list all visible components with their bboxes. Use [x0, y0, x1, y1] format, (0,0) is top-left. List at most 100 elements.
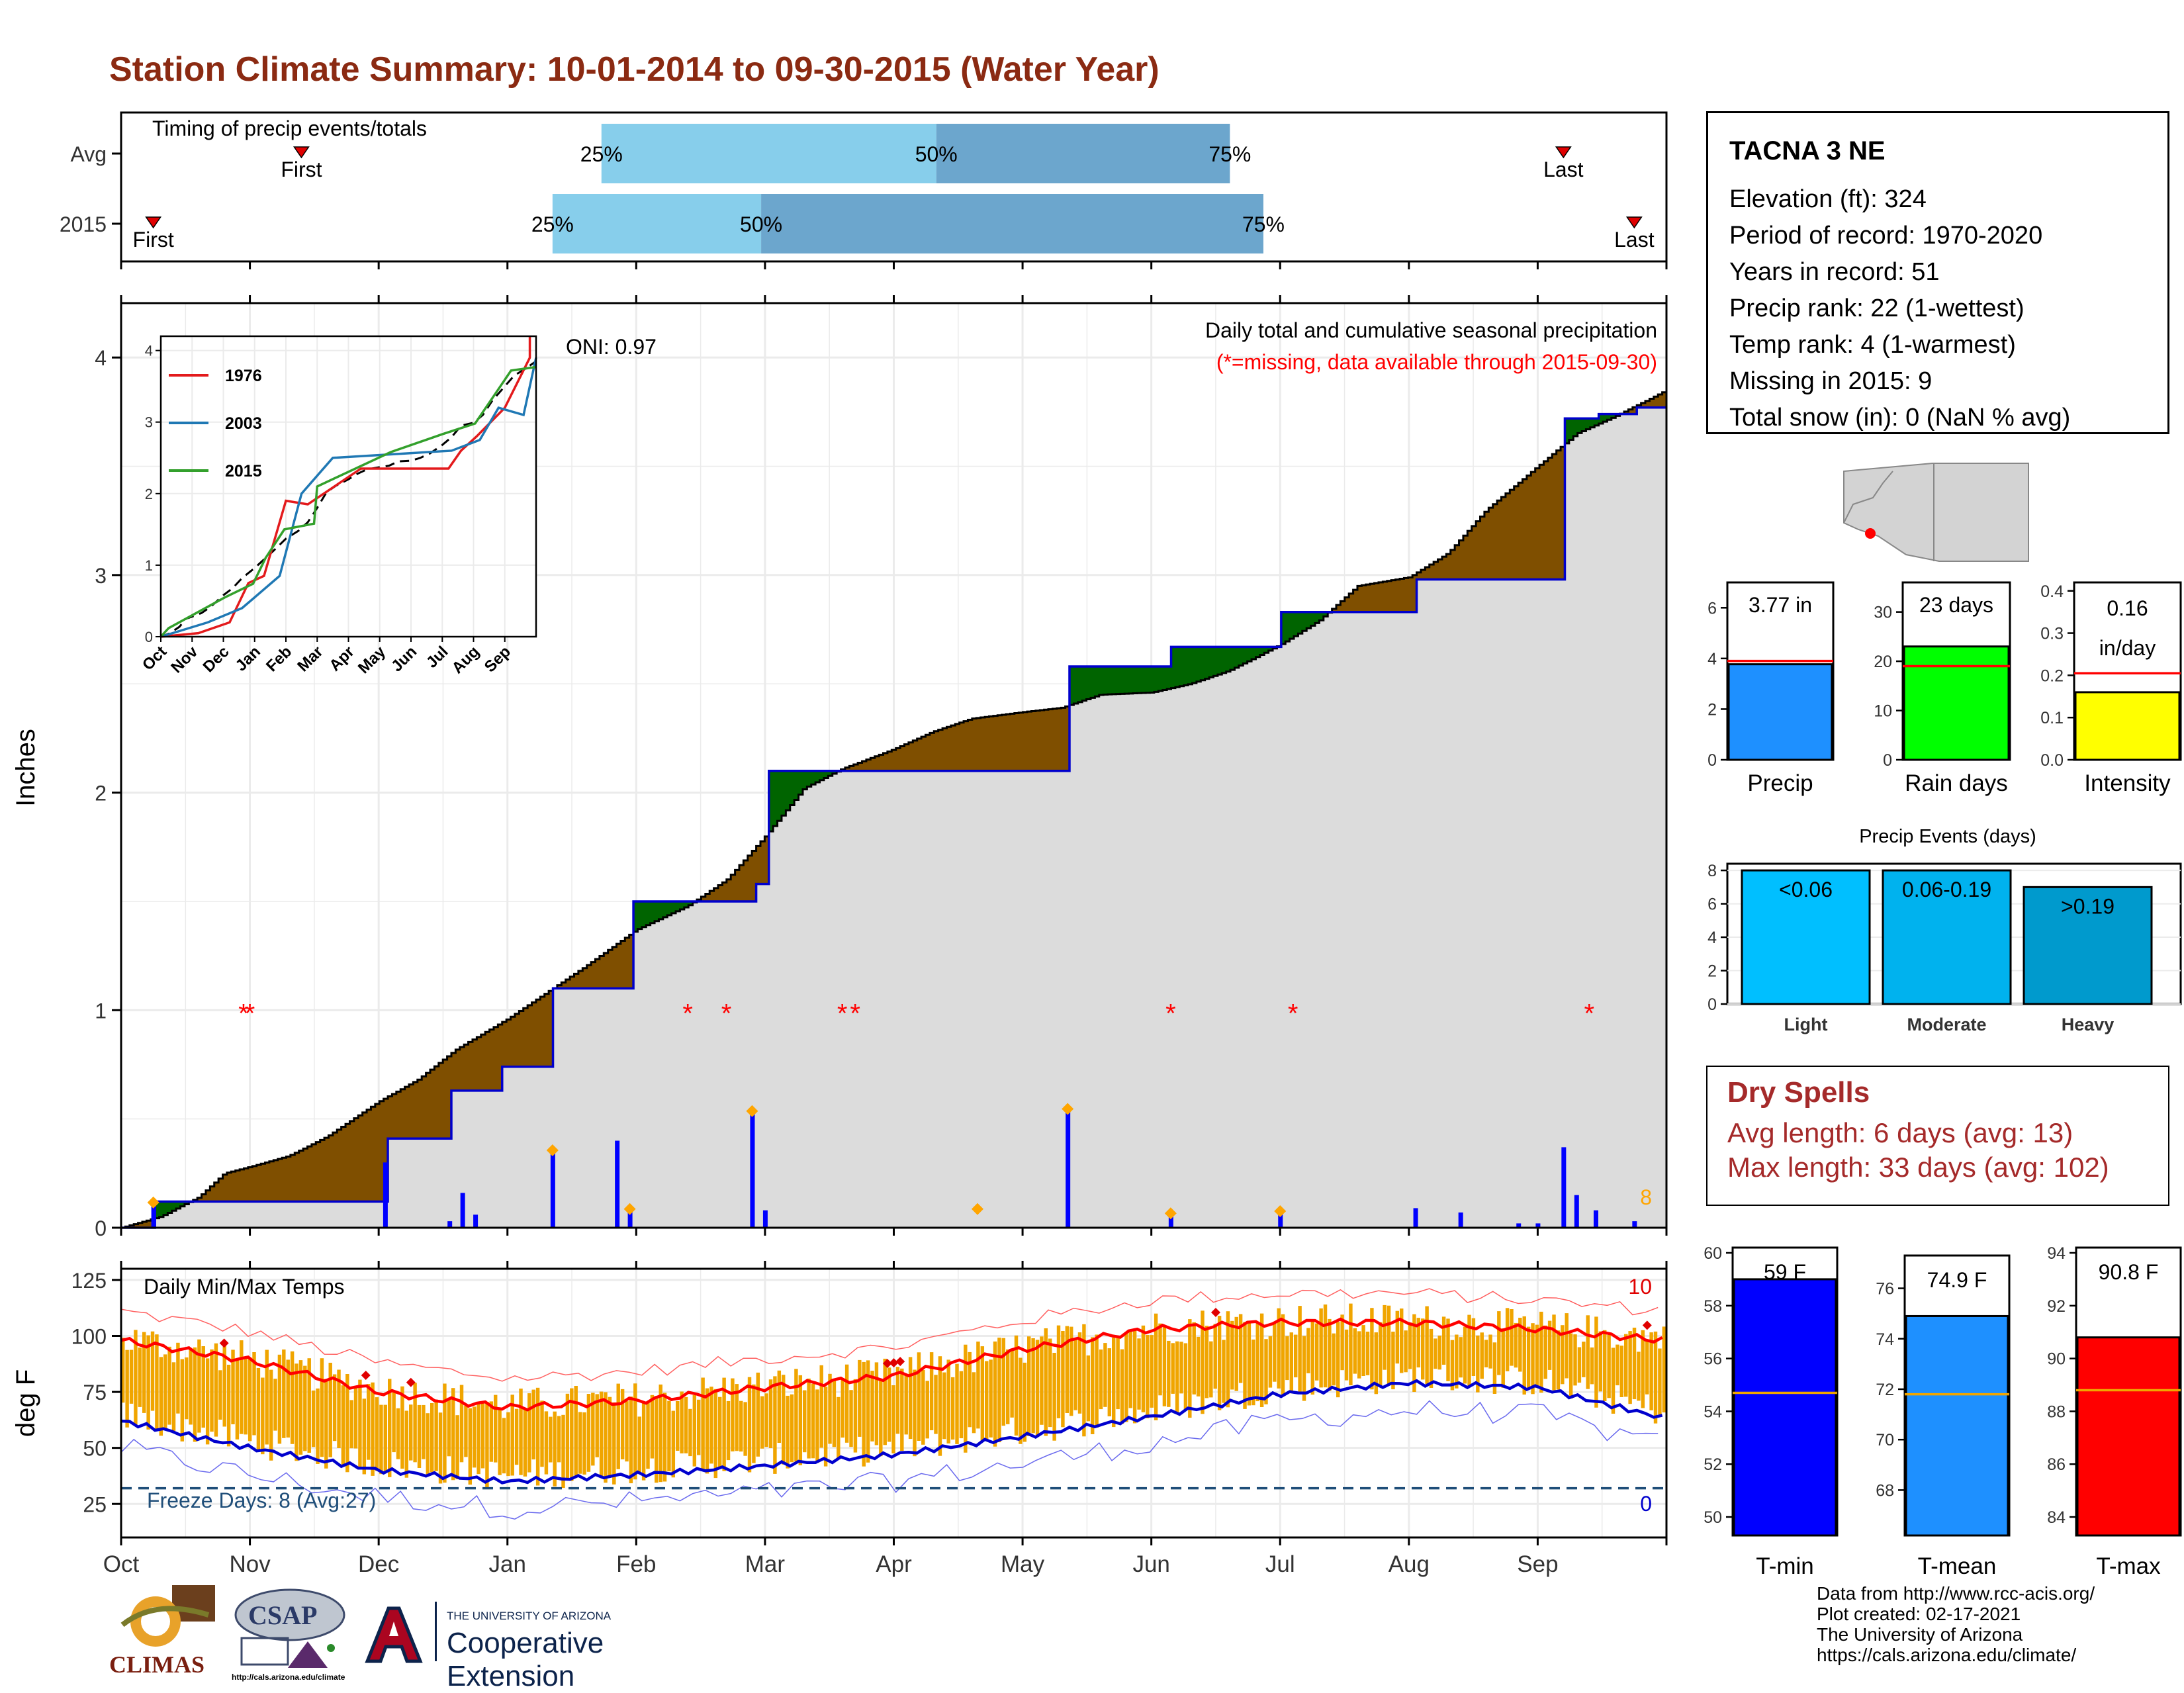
daily-temp-bar	[946, 1359, 950, 1443]
daily-temp-bar	[121, 1338, 125, 1403]
daily-temp-bar	[434, 1399, 438, 1471]
timing-p50-label: 50%	[915, 142, 958, 166]
daily-temp-bar	[764, 1393, 768, 1447]
daily-temp-bar	[400, 1386, 404, 1469]
daily-temp-bar	[1302, 1336, 1306, 1401]
daily-temp-bar	[1336, 1322, 1340, 1398]
daily-temp-bar	[782, 1375, 786, 1465]
daily-temp-bar	[1289, 1332, 1294, 1394]
timing-p75-label: 75%	[1242, 212, 1285, 236]
timing-marker-label: First	[281, 158, 322, 181]
daily-temp-bar	[1569, 1333, 1573, 1399]
month-tick-label: Oct	[103, 1551, 140, 1577]
precip-events-chart: Precip Events (days) <0.06 Light 0.06-0.19 M…	[1707, 826, 2182, 1034]
daily-temp-bar	[976, 1342, 980, 1429]
daily-temp-bar	[1455, 1334, 1459, 1389]
temp-bar-ytick-label: 74	[1876, 1330, 1894, 1349]
summary-bar	[1903, 645, 2010, 761]
daily-temp-bar	[777, 1370, 782, 1443]
daily-temp-bar	[345, 1374, 349, 1473]
daily-temp-bar	[1230, 1320, 1234, 1390]
daily-temp-bar	[798, 1375, 803, 1465]
daily-temp-bar	[1171, 1343, 1175, 1394]
daily-temp-bar	[1645, 1340, 1649, 1395]
daily-temp-bar	[1277, 1308, 1281, 1389]
daily-temp-bar	[1158, 1323, 1162, 1396]
daily-temp-bar	[1217, 1316, 1222, 1410]
daily-temp-bar	[595, 1394, 599, 1457]
daily-precip-bar	[1278, 1212, 1283, 1228]
daily-temp-bar	[1603, 1330, 1607, 1401]
temp-bar-ytick-label: 52	[1704, 1455, 1722, 1474]
csap-logo-text: CSAP	[248, 1600, 318, 1630]
daily-temp-bar	[1205, 1326, 1209, 1398]
daily-temp-bar	[709, 1387, 713, 1464]
timing-p25-label: 25%	[580, 142, 623, 166]
daily-temp-bar	[1522, 1316, 1526, 1395]
daily-temp-bar	[273, 1379, 277, 1431]
daily-temp-bar	[1031, 1338, 1035, 1434]
daily-temp-bar	[286, 1359, 290, 1438]
daily-precip-bar	[1593, 1210, 1598, 1228]
daily-temp-bar	[1641, 1330, 1645, 1408]
precip-panel: ** * * * * * * *Daily total and cumulative seas…	[11, 295, 1668, 1240]
daily-temp-bar	[819, 1365, 823, 1448]
daily-temp-bar	[667, 1400, 671, 1472]
daily-temp-bar	[1514, 1322, 1518, 1368]
daily-temp-bar	[625, 1401, 629, 1462]
summary-bar-label: Intensity	[2084, 770, 2171, 796]
credit-line: Plot created: 02-17-2021	[1817, 1604, 2021, 1624]
daily-temp-bar	[684, 1396, 688, 1453]
temp-bar-ytick-label: 68	[1876, 1481, 1894, 1500]
daily-temp-bar	[244, 1358, 248, 1435]
summary-bar-ytick-label: 0.1	[2040, 709, 2064, 727]
daily-temp-bar	[1285, 1336, 1289, 1381]
daily-temp-bar	[1226, 1311, 1230, 1408]
precip-ytick-label: 1	[95, 999, 107, 1023]
daily-temp-bar	[155, 1334, 159, 1431]
daily-temp-bar	[950, 1377, 955, 1440]
daily-temp-bar	[231, 1350, 235, 1424]
daily-precip-bar	[762, 1210, 768, 1228]
daily-temp-bar	[298, 1360, 303, 1455]
daily-temp-bar	[955, 1363, 959, 1444]
average-cumulative-line	[121, 390, 1668, 1229]
daily-temp-bar	[883, 1358, 887, 1445]
daily-temp-bar	[1128, 1331, 1132, 1408]
daily-temp-bar	[256, 1368, 261, 1451]
daily-temp-bar	[388, 1379, 392, 1477]
daily-temp-bar	[1547, 1320, 1552, 1370]
daily-temp-bar	[862, 1361, 866, 1467]
daily-temp-bar	[159, 1357, 163, 1436]
daily-temp-bar	[1120, 1349, 1124, 1424]
daily-temp-bar	[1073, 1338, 1077, 1410]
daily-temp-bar	[1370, 1308, 1374, 1390]
daily-temp-bar	[1607, 1334, 1611, 1398]
daily-temp-bar	[451, 1388, 455, 1481]
summary-bar-ytick-label: 0.4	[2040, 582, 2064, 601]
daily-temp-bar	[1598, 1331, 1603, 1392]
month-tick-label: Jul	[1265, 1551, 1295, 1577]
summary-bar-ytick-label: 4	[1707, 650, 1717, 668]
csap-cloud-icon	[234, 1588, 345, 1668]
daily-precip-bar	[473, 1214, 478, 1228]
daily-temp-bar	[557, 1416, 561, 1463]
daily-temp-bar	[1332, 1333, 1336, 1386]
daily-temp-bar	[1112, 1337, 1116, 1428]
daily-temp-bar	[235, 1359, 240, 1440]
daily-temp-bar	[1132, 1328, 1137, 1424]
daily-temp-bar	[1137, 1338, 1141, 1410]
daily-temp-bar	[1552, 1314, 1556, 1391]
daily-temp-bar	[375, 1397, 379, 1471]
daily-temp-bar	[226, 1365, 231, 1447]
daily-temp-bar	[1150, 1335, 1154, 1408]
temp-bar	[2076, 1336, 2181, 1537]
daily-temp-bar	[1086, 1355, 1091, 1422]
daily-temp-bar	[713, 1389, 718, 1479]
daily-temp-bar	[934, 1375, 938, 1434]
daily-temp-bar	[1501, 1328, 1505, 1388]
daily-temp-bar	[430, 1403, 434, 1473]
timing-marker-icon	[293, 146, 310, 159]
map-land-icon	[1843, 463, 2029, 562]
